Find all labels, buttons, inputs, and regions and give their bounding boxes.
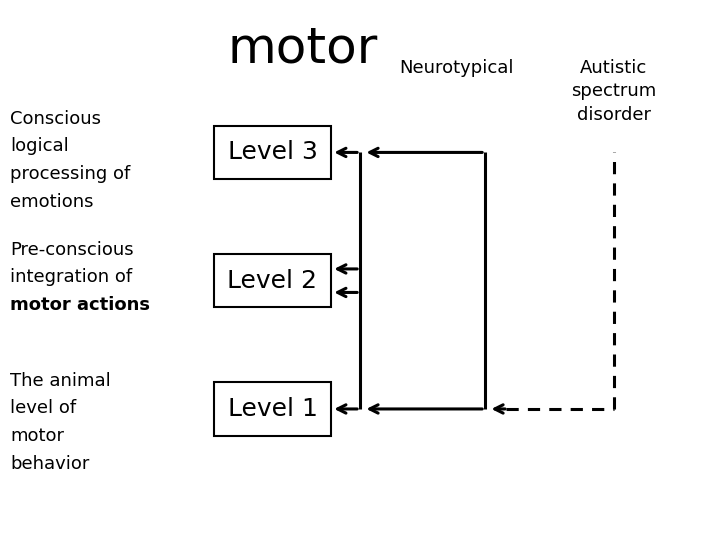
Text: motor: motor xyxy=(228,24,378,72)
Text: Neurotypical: Neurotypical xyxy=(399,59,513,77)
Text: level of: level of xyxy=(10,400,76,417)
Text: processing of: processing of xyxy=(10,165,130,183)
Text: Autistic
spectrum
disorder: Autistic spectrum disorder xyxy=(571,59,656,124)
Text: Pre-conscious: Pre-conscious xyxy=(10,241,133,259)
Text: behavior: behavior xyxy=(10,455,89,473)
Text: logical: logical xyxy=(10,138,68,156)
Text: Level 1: Level 1 xyxy=(228,397,318,421)
Bar xyxy=(214,382,331,436)
Text: The animal: The animal xyxy=(10,372,111,389)
Text: motor actions: motor actions xyxy=(10,296,150,314)
Text: Level 3: Level 3 xyxy=(228,140,318,164)
Text: motor: motor xyxy=(10,427,64,445)
Bar xyxy=(214,254,331,307)
Text: emotions: emotions xyxy=(10,193,94,211)
Text: Conscious: Conscious xyxy=(10,110,101,127)
Text: Level 2: Level 2 xyxy=(228,269,318,293)
Text: integration of: integration of xyxy=(10,268,132,286)
Bar xyxy=(214,126,331,179)
